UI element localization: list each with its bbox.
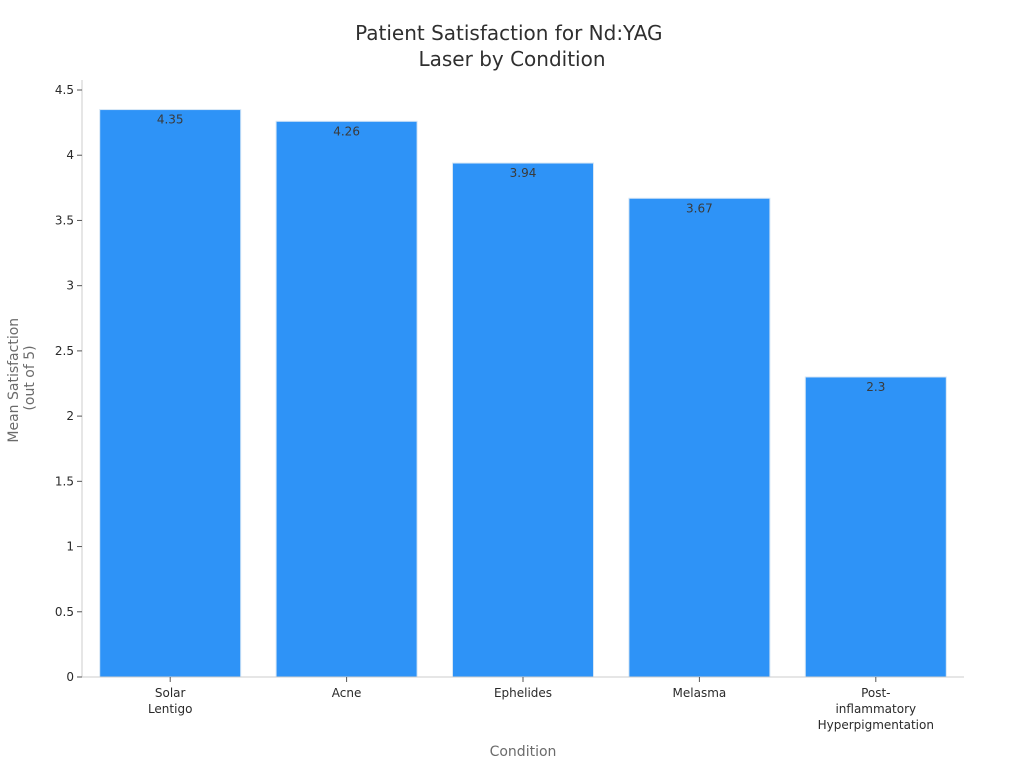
y-tick-label: 3 bbox=[66, 279, 74, 293]
bar-value-label: 2.3 bbox=[866, 380, 885, 394]
y-tick-label: 1.5 bbox=[55, 474, 74, 488]
x-tick-label-line: Post- bbox=[861, 686, 890, 700]
y-axis-title-line-2: (out of 5) bbox=[22, 345, 38, 410]
y-axis-title: Mean Satisfaction (out of 5) bbox=[6, 313, 38, 442]
x-tick-label: Ephelides bbox=[494, 686, 552, 700]
y-tick-label: 4 bbox=[66, 148, 74, 162]
bar bbox=[628, 197, 771, 678]
bar-value-label: 4.26 bbox=[333, 124, 360, 138]
y-axis: 0 0.5 1 1.5 2 2.5 3 3.5 4 4.5 bbox=[55, 80, 83, 684]
y-tick-label: 3.5 bbox=[55, 213, 74, 227]
x-tick-label-line: Lentigo bbox=[148, 702, 192, 716]
y-tick-label: 2 bbox=[66, 409, 74, 423]
x-tick-label-line: Solar bbox=[155, 686, 186, 700]
x-tick-label: Post-inflammatory Hyperpigmentation bbox=[818, 686, 934, 732]
bar bbox=[99, 109, 242, 678]
x-tick-label-line: Hyperpigmentation bbox=[818, 718, 934, 732]
x-tick-label-line: inflammatory bbox=[835, 702, 916, 716]
x-axis: Solar Lentigo Acne Ephelides Melasma Post-inf… bbox=[82, 676, 964, 732]
bar-value-label: 4.35 bbox=[157, 113, 184, 127]
x-axis-title: Condition bbox=[490, 744, 557, 760]
y-tick-label: 4.5 bbox=[55, 83, 74, 97]
chart-title-line-1: Patient Satisfaction for Nd:YAG bbox=[355, 21, 662, 45]
bar bbox=[804, 376, 947, 678]
y-tick-label: 0 bbox=[66, 670, 74, 684]
x-tick-label: Acne bbox=[332, 686, 362, 700]
chart-title-line-2: Laser by Condition bbox=[418, 47, 605, 71]
x-tick-label: Solar Lentigo bbox=[148, 686, 192, 716]
bar bbox=[275, 120, 418, 678]
chart-title: Patient Satisfaction for Nd:YAG Laser by… bbox=[355, 21, 669, 71]
bars-group: 4.35 4.26 3.94 3.67 2.3 bbox=[99, 109, 947, 678]
y-tick-label: 2.5 bbox=[55, 344, 74, 358]
y-tick-label: 0.5 bbox=[55, 605, 74, 619]
y-axis-title-line-1: Mean Satisfaction bbox=[6, 318, 22, 443]
bar-value-label: 3.94 bbox=[510, 166, 537, 180]
x-tick-label: Melasma bbox=[673, 686, 727, 700]
x-tick-label-line: Ephelides bbox=[494, 686, 552, 700]
y-tick-label: 1 bbox=[66, 540, 74, 554]
bar bbox=[452, 162, 594, 678]
bar-value-label: 3.67 bbox=[686, 201, 713, 215]
x-tick-label-line: Acne bbox=[332, 686, 362, 700]
x-tick-label-line: Melasma bbox=[673, 686, 727, 700]
